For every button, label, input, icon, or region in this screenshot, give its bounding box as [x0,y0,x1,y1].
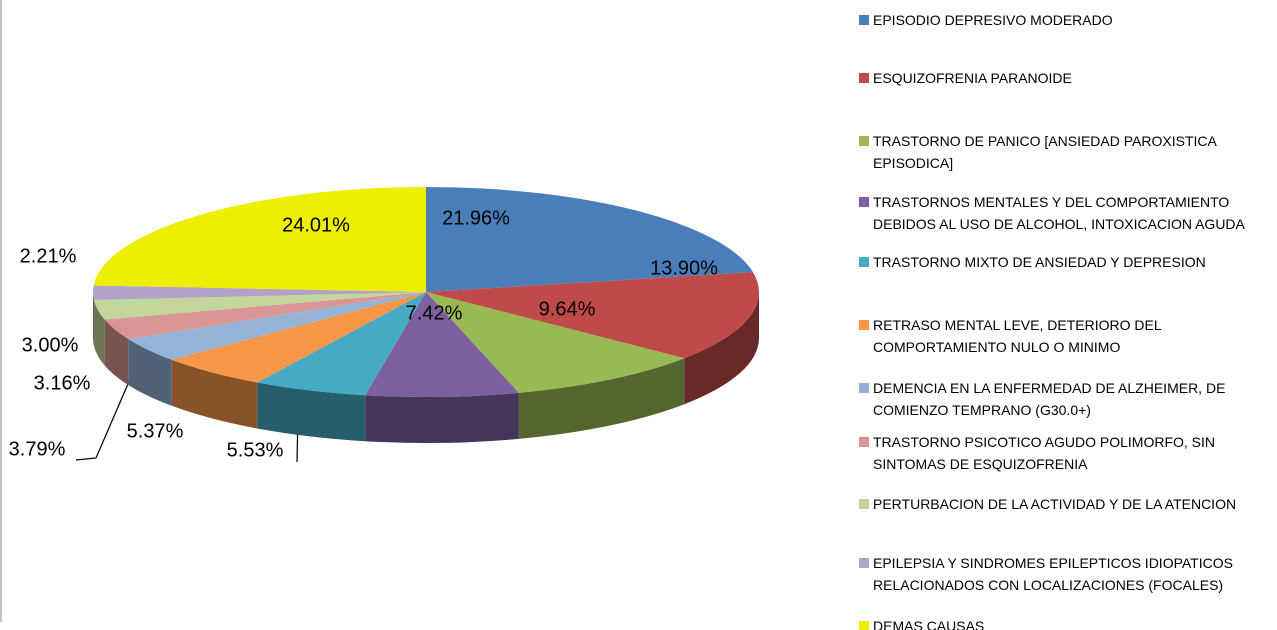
legend-swatch [859,437,869,447]
legend-item: DEMENCIA EN LA ENFERMEDAD DE ALZHEIMER, … [859,377,1277,421]
slice [93,285,427,301]
data-label: 24.01% [282,214,350,236]
data-label: 5.53% [227,439,284,461]
data-label: 7.42% [406,302,463,324]
slice-side [257,382,366,442]
legend-swatch [859,320,869,330]
legend-swatch [859,621,869,630]
slice [93,292,426,320]
data-label: 2.21% [20,245,77,267]
slice-side [684,292,759,405]
legend-item: PERTURBACION DE LA ACTIVIDAD Y DE LA ATE… [859,493,1277,515]
slice [426,272,760,359]
slice [426,292,685,393]
legend-swatch [859,499,869,509]
data-label: 3.00% [22,334,79,356]
legend-label: EPISODIO DEPRESIVO MODERADO [873,12,1113,28]
legend-swatch [859,73,869,83]
legend-label: DEMENCIA EN LA ENFERMEDAD DE ALZHEIMER, … [873,380,1226,418]
legend-label: RETRASO MENTAL LEVE, DETERIORO DEL COMPO… [873,317,1162,355]
legend-item: EPILEPSIA Y SINDROMES EPILEPTICOS IDIOPA… [859,552,1277,596]
slice-side [128,338,172,406]
slice [104,292,426,339]
slice [365,292,519,397]
slice [93,187,427,292]
slice-side [365,392,519,443]
legend-swatch [859,15,869,25]
legend-label: EPILEPSIA Y SINDROMES EPILEPTICOS IDIOPA… [873,555,1233,593]
legend-label: PERTURBACION DE LA ACTIVIDAD Y DE LA ATE… [873,496,1237,512]
data-label: 3.79% [9,438,66,460]
legend-item: ESQUIZOFRENIA PARANOIDE [859,67,1277,89]
legend-item: DEMAS CAUSAS [859,615,1277,630]
legend-label: TRASTORNO DE PANICO [ANSIEDAD PAROXISTIC… [873,133,1217,171]
legend-label: TRASTORNOS MENTALES Y DEL COMPORTAMIENTO… [873,194,1245,232]
legend-label: ESQUIZOFRENIA PARANOIDE [873,70,1072,86]
slice-side [93,292,94,347]
data-label: 21.96% [442,207,510,229]
legend-item: TRASTORNO PSICOTICO AGUDO POLIMORFO, SIN… [859,431,1277,475]
data-label: 3.16% [34,372,91,394]
slice [426,187,753,292]
legend-label: TRASTORNO MIXTO DE ANSIEDAD Y DEPRESION [873,254,1206,270]
legend-swatch [859,136,869,146]
legend-item: EPISODIO DEPRESIVO MODERADO [859,9,1277,31]
legend-item: RETRASO MENTAL LEVE, DETERIORO DEL COMPO… [859,314,1277,358]
legend-swatch [859,197,869,207]
slice [257,292,426,396]
legend-swatch [859,257,869,267]
data-label: 5.37% [127,420,184,442]
data-label: 9.64% [539,298,596,320]
slice-side [93,300,105,366]
legend-item: TRASTORNOS MENTALES Y DEL COMPORTAMIENTO… [859,191,1277,235]
slice [128,292,426,360]
legend-label: TRASTORNO PSICOTICO AGUDO POLIMORFO, SIN… [873,434,1216,472]
data-label: 13.90% [650,257,718,279]
legend-label: DEMAS CAUSAS [873,618,985,630]
slice-side [104,319,129,385]
slice [171,292,426,383]
slice-side [171,359,258,429]
legend-swatch [859,383,869,393]
leader-line [75,376,132,461]
legend-swatch [859,558,869,568]
legend-item: TRASTORNO DE PANICO [ANSIEDAD PAROXISTIC… [859,130,1277,174]
legend-item: TRASTORNO MIXTO DE ANSIEDAD Y DEPRESION [859,251,1277,273]
slice-side [518,358,685,439]
